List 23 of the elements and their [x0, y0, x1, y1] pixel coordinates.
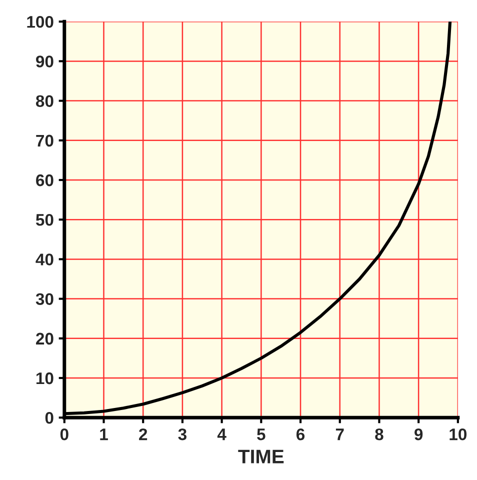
- x-tick-label: 7: [336, 428, 344, 440]
- x-tick-label: 10: [450, 428, 467, 440]
- y-tick-label: 10: [36, 372, 54, 384]
- x-tick-label: 1: [100, 428, 108, 440]
- x-tick-label: 2: [139, 428, 148, 440]
- x-tick-label: 0: [60, 428, 68, 440]
- x-tick-label: 4: [217, 428, 226, 440]
- y-tick-label: 100: [27, 16, 54, 28]
- y-tick-label: 20: [36, 332, 54, 345]
- y-tick-label: 50: [36, 214, 54, 226]
- y-tick-label: 60: [36, 174, 54, 186]
- x-tick-label: 3: [178, 428, 186, 440]
- x-tick-label: 6: [296, 428, 305, 440]
- y-tick-label: 90: [36, 56, 54, 68]
- x-tick-label: 8: [375, 428, 384, 440]
- x-tick-label: 9: [414, 428, 423, 440]
- x-axis-title: TIME: [238, 450, 284, 464]
- y-tick-label: 70: [36, 134, 54, 147]
- y-tick-label: 0: [45, 412, 54, 424]
- y-tick-label: 80: [36, 95, 54, 108]
- x-tick-label: 5: [257, 428, 266, 440]
- y-tick-label: 30: [36, 293, 54, 306]
- y-tick-label: 40: [36, 254, 54, 266]
